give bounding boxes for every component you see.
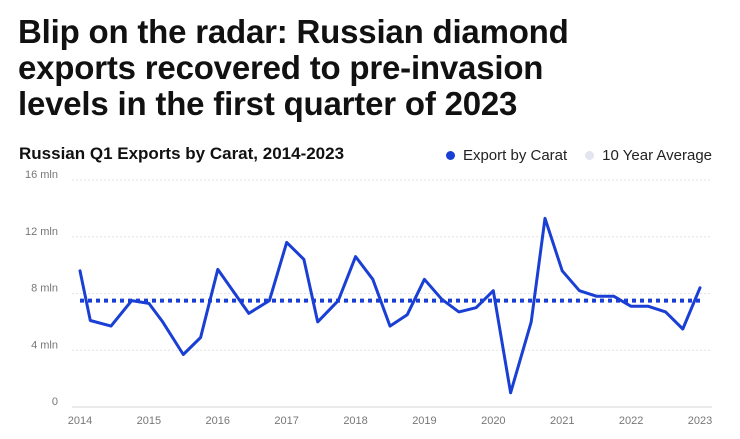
x-tick-label: 2014 [68, 415, 92, 427]
x-tick-label: 2023 [688, 415, 712, 427]
x-tick-label: 2018 [343, 415, 367, 427]
legend-label: Export by Carat [462, 147, 568, 164]
y-tick-label: 0 [52, 396, 58, 408]
title-line: Blip on the radar: Russian diamond [18, 13, 569, 50]
x-tick-label: 2021 [550, 415, 574, 427]
x-tick-label: 2019 [412, 415, 436, 427]
legend-label: 10 Year Average [602, 147, 712, 164]
y-tick-label: 4 mln [31, 339, 58, 351]
series-line-export [78, 216, 702, 395]
legend-item-average: 10 Year Average [585, 147, 712, 164]
x-tick-label: 2017 [274, 415, 298, 427]
x-tick-label: 2016 [206, 415, 230, 427]
legend-item-export: Export by Carat [445, 147, 568, 164]
title-line: exports recovered to pre-invasion [18, 49, 544, 86]
chart-title: Blip on the radar: Russian diamond expor… [18, 14, 728, 122]
legend: Export by Carat 10 Year Average [445, 147, 712, 164]
x-tick-label: 2020 [481, 415, 505, 427]
y-tick-label: 12 mln [25, 226, 58, 238]
title-line: levels in the first quarter of 2023 [18, 85, 518, 122]
legend-dot-icon [585, 151, 595, 160]
x-tick-label: 2022 [619, 415, 643, 427]
y-tick-label: 16 mln [25, 169, 58, 181]
legend-dot-icon [445, 151, 455, 160]
x-tick-label: 2015 [137, 415, 161, 427]
y-tick-label: 8 mln [31, 283, 58, 295]
chart-subtitle: Russian Q1 Exports by Carat, 2014-2023 [19, 144, 345, 163]
